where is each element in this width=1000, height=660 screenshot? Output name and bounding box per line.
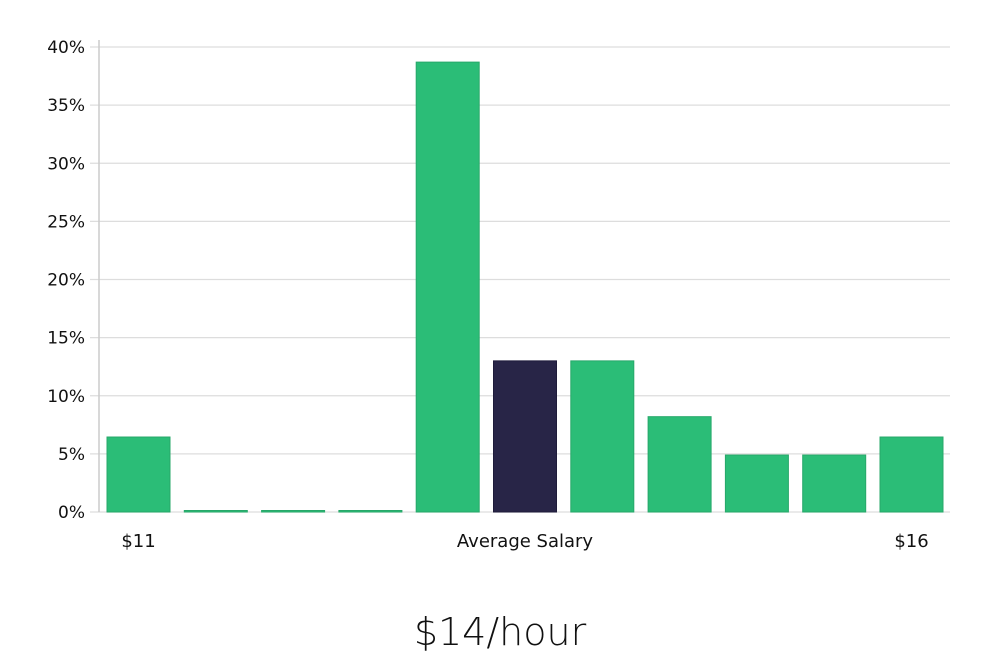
y-tick-label: 35%	[47, 96, 85, 116]
y-tick-label: 40%	[47, 38, 85, 58]
bar	[261, 510, 326, 513]
y-tick-label: 5%	[58, 445, 85, 465]
bar	[724, 454, 789, 513]
bar	[415, 61, 480, 513]
bar	[879, 436, 944, 513]
x-axis-label: $16	[894, 531, 928, 552]
bar	[338, 510, 403, 513]
grid-lines	[90, 46, 950, 513]
y-tick-label: 0%	[58, 503, 85, 523]
bar	[802, 454, 867, 513]
average-salary-value: $14/hour	[413, 610, 587, 654]
y-tick-label: 10%	[47, 387, 85, 407]
bar	[570, 360, 635, 513]
bar	[183, 510, 248, 513]
y-tick-label: 15%	[47, 329, 85, 349]
bars	[106, 61, 944, 513]
y-axis: 0% 5% 10% 15% 20% 25% 30% 35% 40%	[47, 38, 85, 523]
bar	[647, 416, 712, 513]
y-tick-label: 20%	[47, 271, 85, 291]
bar-average-salary	[493, 360, 557, 513]
y-tick-label: 25%	[47, 212, 85, 232]
x-axis-label: Average Salary	[457, 531, 594, 552]
bar	[106, 436, 171, 513]
x-axis-label: $11	[121, 531, 155, 552]
x-axis-labels: $11 Average Salary $16	[121, 531, 928, 552]
y-tick-label: 30%	[47, 154, 85, 174]
